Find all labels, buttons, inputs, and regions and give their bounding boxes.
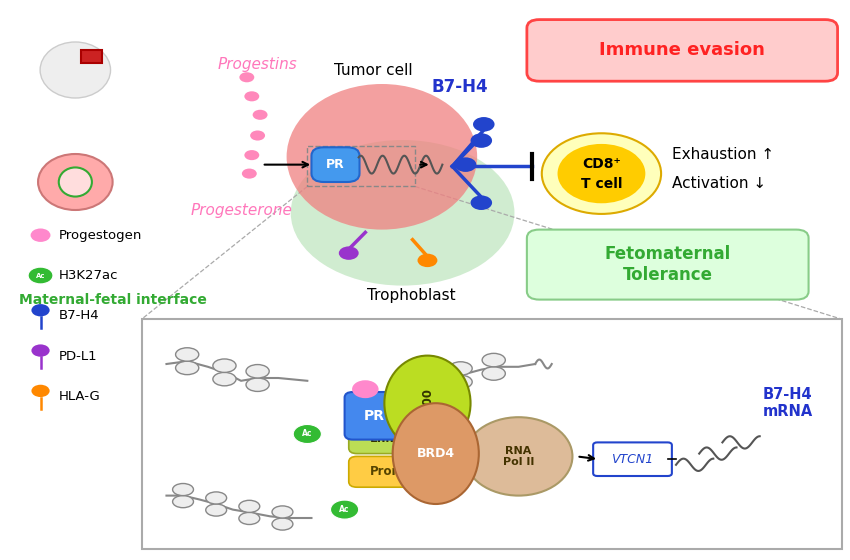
Circle shape	[240, 72, 254, 82]
Text: Maternal-fetal interface: Maternal-fetal interface	[19, 293, 207, 307]
Circle shape	[352, 380, 378, 398]
Text: B7-H4: B7-H4	[432, 78, 488, 96]
Text: Fetomaternal
Tolerance: Fetomaternal Tolerance	[604, 245, 731, 284]
FancyBboxPatch shape	[527, 230, 808, 300]
Text: Tumor cell: Tumor cell	[334, 63, 413, 78]
Ellipse shape	[272, 518, 293, 530]
Circle shape	[31, 304, 49, 316]
Ellipse shape	[212, 372, 236, 386]
Circle shape	[471, 195, 492, 210]
Circle shape	[244, 91, 259, 101]
Ellipse shape	[176, 348, 199, 361]
Ellipse shape	[482, 367, 506, 380]
Ellipse shape	[384, 356, 471, 451]
Ellipse shape	[173, 483, 194, 496]
Text: Activation ↓: Activation ↓	[672, 176, 766, 191]
Ellipse shape	[40, 42, 110, 98]
Text: BRD4: BRD4	[416, 447, 455, 460]
Ellipse shape	[206, 492, 227, 504]
Text: Progestogen: Progestogen	[59, 228, 142, 242]
Text: B7-H4: B7-H4	[59, 309, 99, 323]
FancyBboxPatch shape	[527, 20, 837, 81]
Ellipse shape	[176, 361, 199, 375]
Circle shape	[252, 110, 268, 120]
Text: Ac: Ac	[430, 438, 441, 447]
Text: Promoter: Promoter	[370, 465, 432, 478]
Text: B7-H4
mRNA: B7-H4 mRNA	[762, 387, 813, 419]
Circle shape	[244, 150, 259, 160]
Circle shape	[558, 144, 645, 203]
Text: HLA-G: HLA-G	[59, 390, 100, 403]
FancyBboxPatch shape	[593, 442, 672, 476]
Ellipse shape	[246, 378, 269, 391]
Text: P300: P300	[421, 387, 434, 419]
Ellipse shape	[449, 375, 473, 389]
Text: Immune evasion: Immune evasion	[599, 41, 765, 59]
Ellipse shape	[393, 403, 479, 504]
Circle shape	[541, 133, 661, 214]
Text: CD8⁺: CD8⁺	[582, 157, 620, 171]
Ellipse shape	[482, 353, 506, 367]
Circle shape	[31, 228, 50, 242]
FancyBboxPatch shape	[348, 423, 452, 454]
Text: RNA
Pol II: RNA Pol II	[503, 446, 535, 467]
FancyBboxPatch shape	[311, 147, 360, 182]
Ellipse shape	[173, 496, 194, 508]
Circle shape	[471, 133, 492, 148]
Ellipse shape	[291, 140, 514, 286]
Circle shape	[242, 169, 257, 179]
Ellipse shape	[465, 417, 572, 496]
Ellipse shape	[246, 365, 269, 378]
Circle shape	[422, 433, 450, 452]
FancyBboxPatch shape	[344, 392, 405, 440]
Text: Ac: Ac	[339, 505, 350, 514]
Ellipse shape	[206, 504, 227, 516]
Circle shape	[455, 157, 476, 172]
Ellipse shape	[272, 506, 293, 518]
Text: VTCN1: VTCN1	[611, 452, 654, 466]
Text: T cell: T cell	[581, 177, 622, 191]
Ellipse shape	[286, 84, 477, 230]
Ellipse shape	[212, 359, 236, 372]
Ellipse shape	[449, 362, 473, 375]
Circle shape	[31, 385, 49, 397]
FancyBboxPatch shape	[348, 456, 452, 487]
Text: Ac: Ac	[36, 273, 45, 278]
Circle shape	[417, 254, 438, 267]
Text: PD-L1: PD-L1	[59, 349, 98, 363]
Circle shape	[28, 267, 53, 284]
Text: Progestins: Progestins	[218, 57, 298, 72]
FancyBboxPatch shape	[81, 50, 102, 63]
Ellipse shape	[59, 167, 92, 197]
Text: Trophoblast: Trophoblast	[366, 288, 456, 304]
Text: H3K27ac: H3K27ac	[59, 269, 118, 282]
Circle shape	[331, 500, 359, 519]
Circle shape	[293, 424, 321, 444]
Circle shape	[250, 130, 265, 141]
Circle shape	[31, 344, 49, 357]
Circle shape	[473, 117, 495, 132]
Text: Exhaustion ↑: Exhaustion ↑	[672, 147, 774, 161]
FancyBboxPatch shape	[142, 319, 842, 549]
Circle shape	[339, 246, 359, 260]
Text: Enhancer: Enhancer	[370, 432, 432, 445]
Text: PR: PR	[326, 158, 345, 171]
Text: Ac: Ac	[302, 430, 313, 438]
Text: Progesterone: Progesterone	[190, 203, 292, 217]
Text: PR: PR	[364, 409, 385, 423]
Ellipse shape	[38, 154, 112, 210]
Ellipse shape	[239, 500, 260, 512]
Ellipse shape	[239, 512, 260, 525]
